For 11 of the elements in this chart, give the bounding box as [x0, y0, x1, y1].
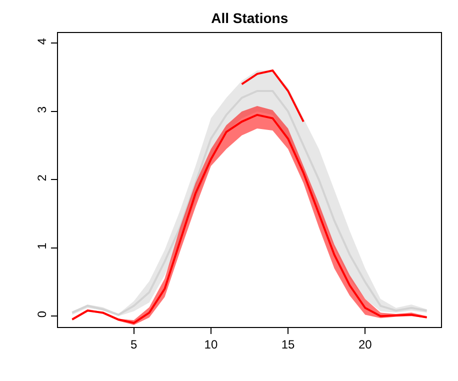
y-tick-label: 4: [35, 38, 50, 45]
chart-title: All Stations: [211, 10, 288, 26]
y-tick-label: 0: [35, 310, 50, 318]
x-tick-label: 15: [281, 337, 296, 352]
y-tick-label: 3: [35, 106, 50, 113]
x-tick-label: 10: [204, 337, 218, 352]
x-tick-label: 20: [358, 337, 372, 352]
x-tick-label: 5: [130, 337, 138, 352]
line-series: [240, 70, 304, 123]
y-tick-label: 2: [35, 174, 50, 182]
y-tick-label: 1: [35, 242, 50, 250]
